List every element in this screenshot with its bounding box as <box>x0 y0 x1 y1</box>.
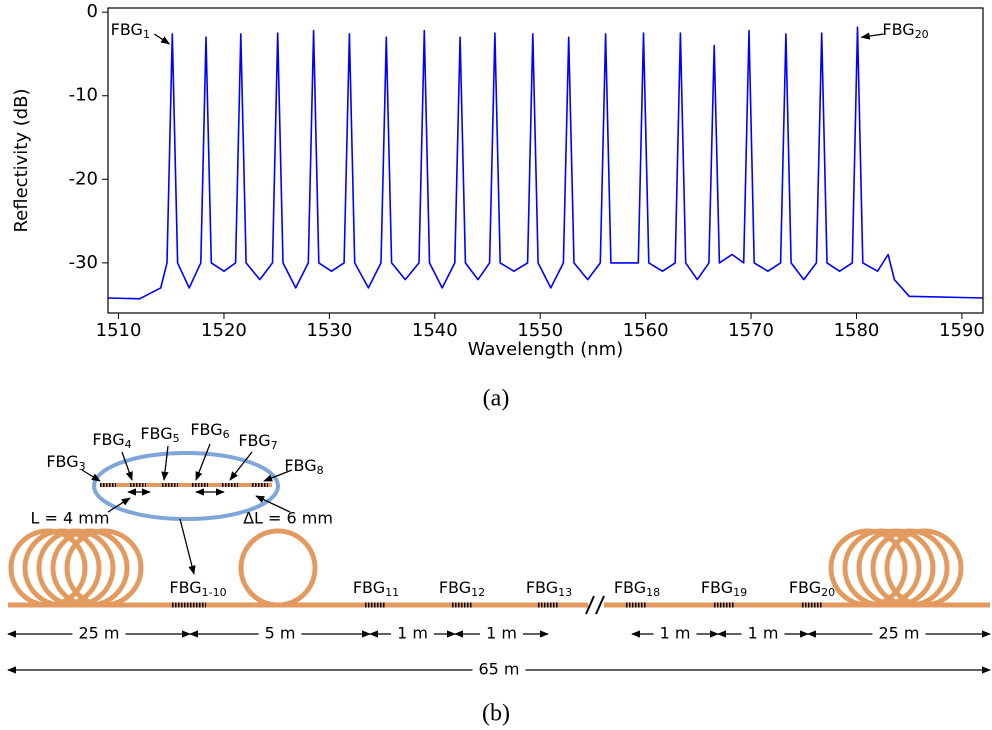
label-text: FBG <box>526 578 558 597</box>
label: FBG4 <box>92 430 131 452</box>
x-axis-label: Wavelength (nm) <box>468 339 624 360</box>
label: FBG20 <box>789 578 835 600</box>
label: FBG3 <box>46 452 85 474</box>
distance-label: 1 m <box>660 624 691 643</box>
distance-label: 25 m <box>878 624 919 643</box>
label: FBG1-10 <box>169 578 226 600</box>
label: FBG5 <box>140 424 179 446</box>
label-sub: 7 <box>271 439 278 452</box>
label-text: FBG <box>284 456 316 475</box>
label-sub: 20 <box>821 586 835 599</box>
label-sub: 5 <box>173 432 180 445</box>
label-sub: 11 <box>385 586 399 599</box>
distance-label: 65 m <box>478 660 519 679</box>
distance-label: 1 m <box>748 624 779 643</box>
label-sub: 8 <box>317 464 324 477</box>
distance-label: 5 m <box>265 624 296 643</box>
label-text: FBG <box>353 578 385 597</box>
break-mark <box>585 595 605 615</box>
y-tick-label: 0 <box>87 1 98 22</box>
label-text: FBG <box>46 452 78 471</box>
label: FBG13 <box>526 578 572 600</box>
x-tick-label: 1580 <box>834 320 880 341</box>
x-tick-label: 1590 <box>939 320 985 341</box>
label-text: FBG <box>614 578 646 597</box>
y-tick-label: -30 <box>69 252 98 273</box>
distance-label: 25 m <box>78 624 119 643</box>
label-sub: 13 <box>558 586 572 599</box>
label-text: FBG <box>111 20 143 39</box>
label: FBG1 <box>111 20 150 42</box>
x-tick-label: 1530 <box>306 320 352 341</box>
label-sub: 1 <box>143 28 150 41</box>
label: FBG7 <box>238 431 277 453</box>
label: FBG8 <box>284 456 323 478</box>
label-text: FBG <box>92 430 124 449</box>
caption: (b) <box>482 701 510 727</box>
label-sub: 3 <box>79 460 86 473</box>
x-tick-label: 1550 <box>517 320 563 341</box>
label: FBG19 <box>701 578 747 600</box>
label-text: FBG <box>882 20 914 39</box>
label-sub: 4 <box>125 438 132 451</box>
label-sub: 1-10 <box>202 586 227 599</box>
x-tick-label: 1510 <box>96 320 142 341</box>
distance-label: 1 m <box>486 624 517 643</box>
label-sub: 12 <box>471 586 485 599</box>
label-text: FBG <box>169 578 201 597</box>
label-text: FBG <box>140 424 172 443</box>
label: FBG6 <box>190 420 229 442</box>
pointers <box>81 443 293 575</box>
label-sub: 6 <box>223 428 230 441</box>
label-text: FBG <box>190 420 222 439</box>
annotation-arrow <box>153 33 171 45</box>
label-sub: 19 <box>733 586 747 599</box>
distance-label: 1 m <box>397 624 428 643</box>
label: FBG12 <box>439 578 485 600</box>
annotation-arrow <box>860 32 884 40</box>
x-tick-label: 1560 <box>623 320 669 341</box>
label-text: FBG <box>238 431 270 450</box>
x-tick-label: 1540 <box>412 320 458 341</box>
label-text: FBG <box>439 578 471 597</box>
inset-spacing: ΔL = 6 mm <box>243 509 333 528</box>
caption: (a) <box>483 386 510 412</box>
label: FBG18 <box>614 578 660 600</box>
plot-frame <box>107 7 984 314</box>
label: FBG11 <box>353 578 399 600</box>
chart: 1510 1520 1530 1540 1550 1560 1570 1580 1590 0 -10… <box>11 1 985 360</box>
y-axis-label: Reflectivity (dB) <box>11 88 32 232</box>
label-sub: 20 <box>915 28 929 41</box>
label-sub: 18 <box>646 586 660 599</box>
y-tick-label: -20 <box>69 168 98 189</box>
y-tick-label: -10 <box>69 85 98 106</box>
label-text: FBG <box>789 578 821 597</box>
inset-length: L = 4 mm <box>31 509 110 528</box>
label-text: FBG <box>701 578 733 597</box>
inset <box>92 451 280 521</box>
x-tick-label: 1520 <box>201 320 247 341</box>
spectrum-line <box>107 26 984 300</box>
x-tick-label: 1570 <box>728 320 774 341</box>
label: FBG20 <box>882 20 928 42</box>
